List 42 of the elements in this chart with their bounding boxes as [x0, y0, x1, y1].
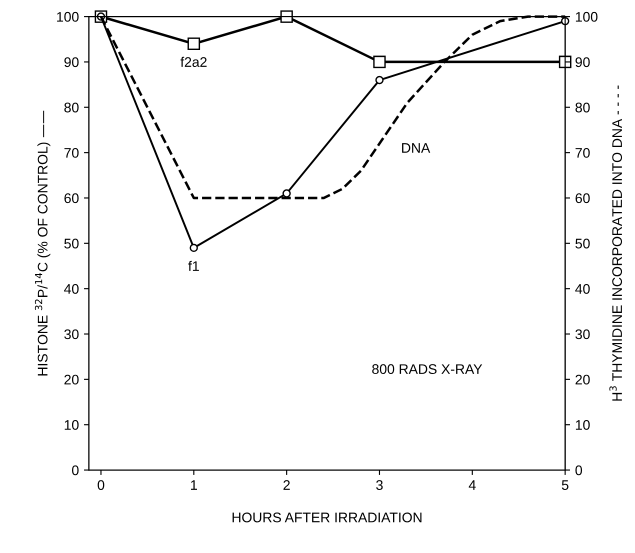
- point: [190, 244, 198, 252]
- y-tick-label: 80: [64, 102, 79, 112]
- y-tick-label: 40: [64, 284, 79, 294]
- y-tick-label: 70: [64, 148, 79, 158]
- series-label: f2a2: [180, 56, 207, 67]
- x-axis-title: HOURS AFTER IRRADIATION: [232, 512, 422, 522]
- y2-tick-label: 30: [575, 329, 590, 340]
- y-tick-label: 0: [72, 465, 79, 476]
- y2-tick-label: 0: [575, 465, 582, 476]
- y-tick-label: 50: [64, 238, 79, 248]
- y-tick-label: 60: [64, 193, 79, 204]
- series-label: DNA: [402, 143, 430, 153]
- y2-axis-title: H$^{3}$ THYMIDINE INCORPORATED INTO DNA - - - -: [609, 86, 622, 401]
- point: [282, 189, 291, 198]
- point: [373, 56, 386, 68]
- x-tick-label: 0: [98, 480, 104, 490]
- point: [558, 56, 572, 68]
- x-tick-label: 3: [376, 480, 383, 490]
- y2-tick-label: 100: [576, 12, 598, 22]
- annotation: 800 RADS X-RAY: [372, 364, 482, 374]
- y-tick-label: 20: [64, 374, 79, 385]
- y2-tick-label: 40: [575, 284, 590, 294]
- y-tick-label: 30: [64, 329, 79, 340]
- y2-tick-label: 70: [576, 148, 590, 158]
- point: [188, 38, 200, 50]
- y-axis-title: HISTONE $^{32}$P/$^{14}$C (% OF CONTROL) ——: [34, 110, 50, 376]
- y-tick-label: 10: [64, 420, 79, 430]
- y2-tick-label: 80: [575, 102, 590, 112]
- point: [375, 76, 384, 84]
- x-tick-label: 1: [191, 480, 197, 490]
- x-tick-label: 5: [562, 480, 568, 490]
- x-tick-label: 4: [468, 480, 476, 490]
- y2-tick-label: 20: [576, 374, 590, 385]
- point: [280, 10, 293, 23]
- y2-tick-label: 10: [576, 420, 590, 430]
- y-tick-label: 100: [57, 12, 79, 22]
- y2-tick-label: 50: [575, 238, 590, 248]
- y-tick-label: 90: [64, 57, 79, 68]
- x-tick-label: 2: [283, 480, 290, 490]
- y2-tick-label: 60: [576, 193, 590, 204]
- series-label: f1: [188, 260, 199, 271]
- y2-tick-label: 90: [576, 57, 590, 68]
